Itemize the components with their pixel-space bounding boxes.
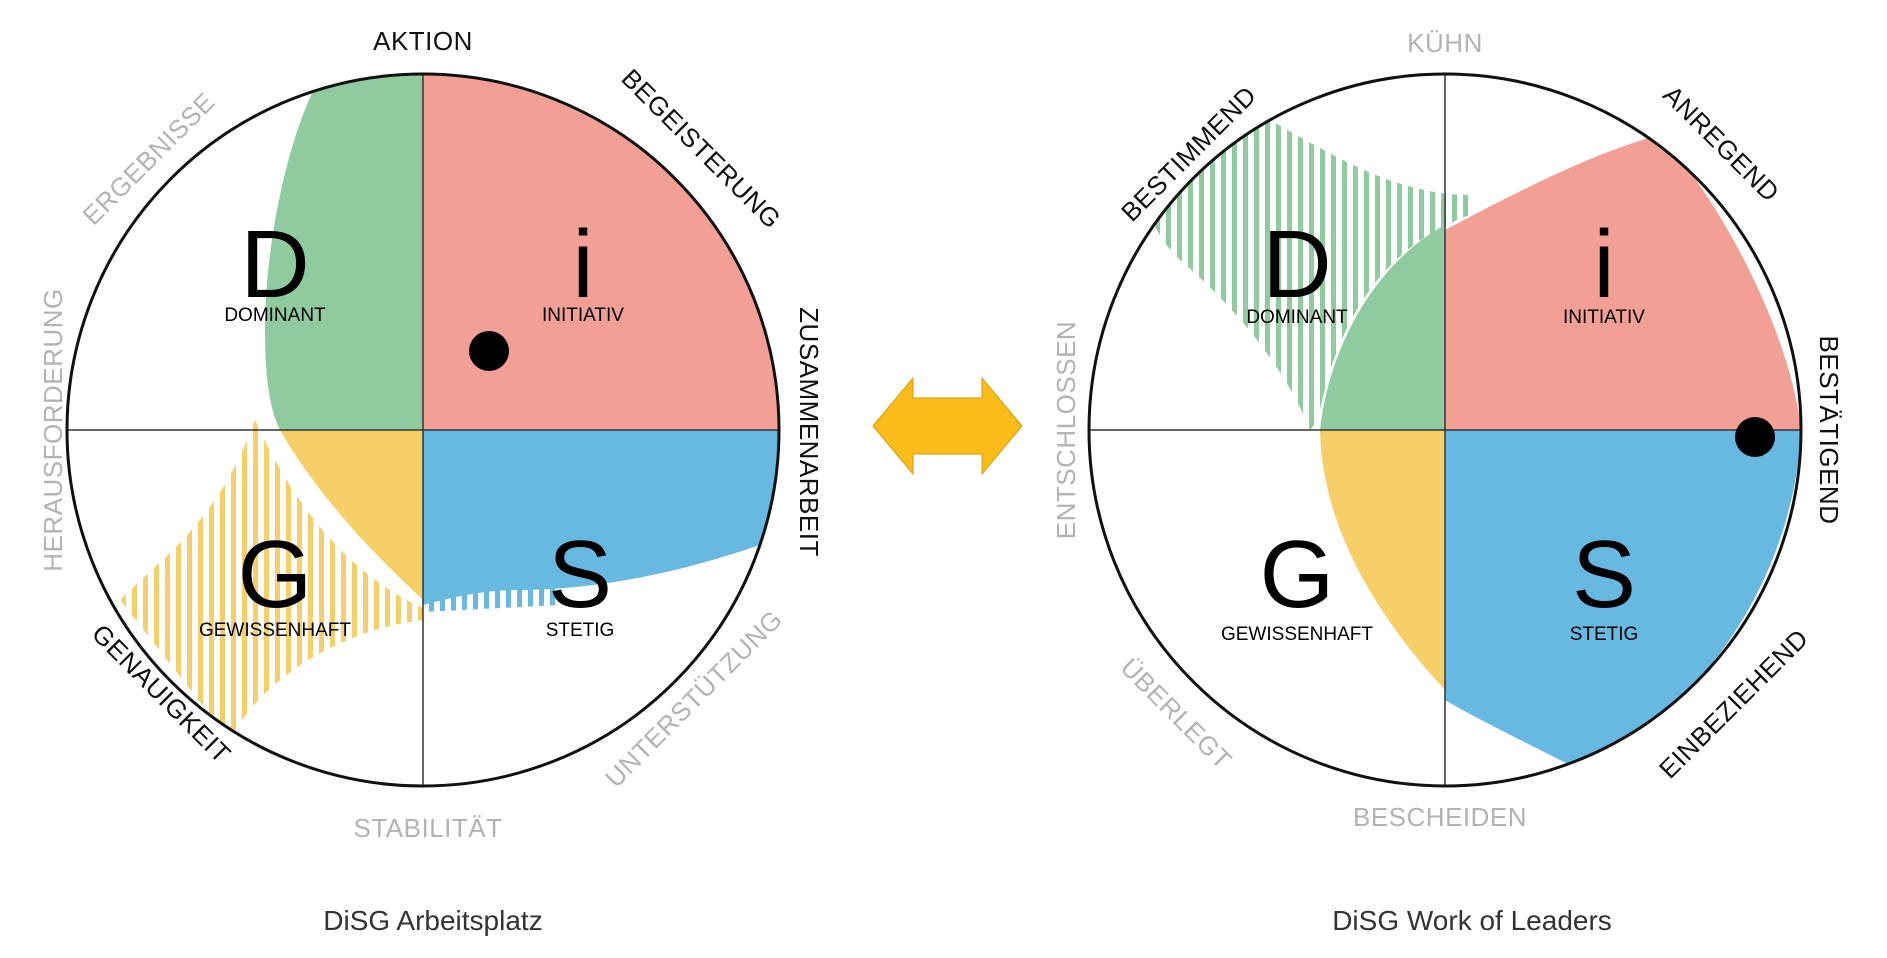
- left-letter-s: S: [548, 521, 612, 628]
- left-letter-g: G: [238, 521, 313, 628]
- right-colored-regions: [1146, 120, 1801, 770]
- right-label-initiativ: INITIATIV: [1563, 307, 1645, 328]
- right-letter-s: S: [1572, 521, 1636, 628]
- double-arrow-icon: [872, 376, 1023, 476]
- left-ring-aktion: AKTION: [373, 26, 473, 56]
- left-ring-zusammenarbeit: ZUSAMMENARBEIT: [794, 307, 824, 557]
- left-ring-stabilitaet: STABILITÄT: [354, 813, 503, 843]
- right-ring-kuehn: KÜHN: [1407, 28, 1483, 58]
- left-caption: DiSG Arbeitsplatz: [323, 905, 542, 936]
- left-label-gewissenhaft: GEWISSENHAFT: [199, 620, 351, 641]
- right-position-dot: [1735, 417, 1775, 457]
- left-s-striped-region: [423, 560, 560, 612]
- right-outer-circle: [1087, 72, 1803, 788]
- left-label-stetig: STETIG: [546, 620, 615, 641]
- right-caption: DiSG Work of Leaders: [1332, 905, 1612, 936]
- right-ring-ueberlegt: ÜBERLEGT: [1115, 652, 1238, 775]
- right-ring-bescheiden: BESCHEIDEN: [1353, 802, 1527, 832]
- left-ring-herausforderung: HERAUSFORDERUNG: [38, 288, 68, 571]
- right-d-region: [1320, 225, 1445, 430]
- right-ring-entschlossen: ENTSCHLOSSEN: [1051, 321, 1081, 539]
- left-label-dominant: DOMINANT: [224, 305, 326, 326]
- right-ring-bestaetigend: BESTÄTIGEND: [1814, 336, 1844, 525]
- left-colored-regions: [120, 74, 779, 740]
- right-letter-d: D: [1262, 211, 1331, 318]
- right-d-striped-region: [1146, 120, 1470, 430]
- right-label-gewissenhaft: GEWISSENHAFT: [1221, 624, 1373, 645]
- left-disg-model: D DOMINANT i INITIATIV G GEWISSENHAFT S …: [38, 26, 824, 936]
- left-letter-d: D: [240, 211, 309, 318]
- left-s-region: [423, 430, 779, 605]
- left-ring-unterstuetzung: UNTERSTÜTZUNG: [599, 604, 788, 793]
- right-i-region: [1445, 135, 1801, 430]
- left-outer-circle: [65, 72, 781, 788]
- left-g-striped-region: [120, 420, 423, 740]
- left-label-initiativ: INITIATIV: [542, 305, 624, 326]
- right-disg-model: D DOMINANT i INITIATIV G GEWISSENHAFT S …: [1051, 28, 1844, 936]
- right-g-region: [1320, 430, 1445, 690]
- right-letter-g: G: [1260, 521, 1335, 628]
- left-g-region: [280, 430, 423, 600]
- left-i-region: [423, 74, 779, 430]
- right-label-dominant: DOMINANT: [1246, 307, 1348, 328]
- right-letter-i: i: [1593, 211, 1614, 318]
- left-ring-ergebnisse: ERGEBNISSE: [76, 86, 220, 230]
- left-letter-i: i: [572, 211, 593, 318]
- left-d-region: [265, 74, 423, 430]
- left-position-dot: [469, 331, 509, 371]
- right-s-region: [1445, 430, 1801, 770]
- right-label-stetig: STETIG: [1570, 624, 1639, 645]
